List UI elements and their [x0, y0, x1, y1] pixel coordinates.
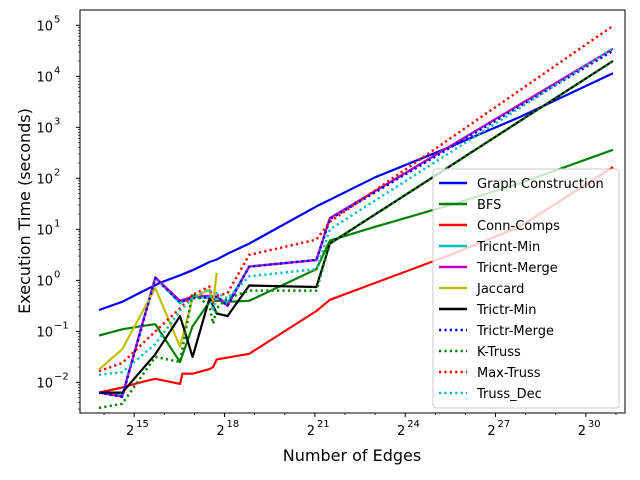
y-tick-exponent-5: 3	[54, 116, 60, 127]
y-tick-exponent-3: 1	[54, 218, 60, 229]
x-tick-exponent-0: 15	[136, 419, 149, 430]
series-line-10	[98, 47, 614, 376]
y-tick-exponent-4: 2	[54, 167, 60, 178]
y-tick-label-3: 10	[36, 223, 53, 238]
y-tick-label-7: 10	[36, 19, 53, 34]
x-tick-label-5: 2	[578, 424, 586, 439]
y-tick-exponent-6: 4	[54, 65, 60, 76]
x-axis-label: Number of Edges	[283, 446, 421, 465]
legend-label-10: Truss_Dec	[476, 387, 542, 402]
x-tick-exponent-1: 18	[227, 419, 240, 430]
legend-box	[432, 168, 620, 409]
legend-label-7: Trictr-Merge	[476, 324, 554, 339]
legend-label-1: BFS	[477, 198, 501, 213]
legend-label-0: Graph Construction	[477, 177, 604, 192]
series-line-2	[98, 166, 614, 394]
legend-label-3: Tricnt-Min	[476, 240, 540, 255]
y-tick-label-6: 10	[36, 70, 53, 85]
y-tick-label-5: 10	[36, 121, 53, 136]
x-tick-exponent-5: 30	[588, 419, 601, 430]
x-tick-label-1: 2	[216, 424, 224, 439]
y-tick-exponent-0: −2	[54, 371, 69, 382]
series-line-8	[98, 59, 614, 410]
y-tick-label-4: 10	[36, 172, 53, 187]
y-axis-label: Execution Time (seconds)	[15, 108, 34, 314]
plot-frame	[79, 9, 626, 414]
x-tick-label-0: 2	[126, 424, 134, 439]
x-tick-exponent-4: 27	[498, 419, 511, 430]
x-tick-exponent-3: 24	[407, 419, 420, 430]
y-tick-exponent-2: 0	[54, 269, 60, 280]
x-axis-ticks: 2 15 2 18 2 21 2 24 2 27 2 30	[103, 413, 617, 439]
series-line-7	[98, 49, 614, 398]
y-tick-exponent-1: −1	[54, 320, 69, 331]
y-tick-label-0: 10	[36, 376, 53, 391]
x-tick-label-2: 2	[307, 424, 315, 439]
legend-label-4: Tricnt-Merge	[476, 261, 558, 276]
legend-label-8: K-Truss	[477, 345, 521, 360]
y-tick-exponent-7: 5	[54, 14, 60, 25]
legend-label-2: Conn-Comps	[477, 219, 560, 234]
legend-label-6: Trictr-Min	[476, 303, 537, 318]
series-layer	[98, 24, 614, 410]
y-tick-label-1: 10	[36, 325, 53, 340]
x-tick-label-4: 2	[487, 424, 495, 439]
x-tick-exponent-2: 21	[317, 419, 330, 430]
x-tick-label-3: 2	[397, 424, 405, 439]
legend-label-5: Jaccard	[476, 282, 524, 297]
y-tick-label-2: 10	[36, 274, 53, 289]
series-line-9	[98, 24, 614, 373]
legend: Graph Construction BFS Conn-Comps Tricnt-Mi…	[432, 168, 620, 409]
series-line-0	[98, 72, 614, 312]
legend-label-9: Max-Truss	[477, 366, 541, 381]
